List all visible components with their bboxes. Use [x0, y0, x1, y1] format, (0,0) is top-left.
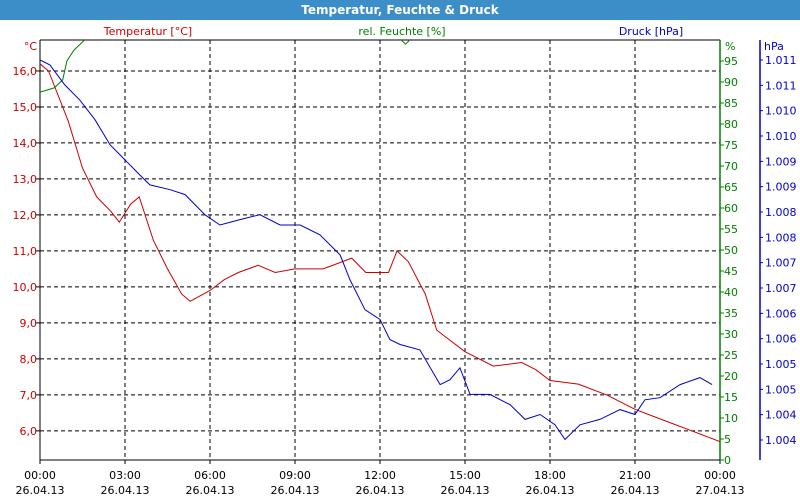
x-tick-time: 06:00 — [194, 469, 226, 482]
temperature-tick-label: 14,0 — [13, 137, 38, 150]
pressure-tick-label: 1.006 — [765, 333, 797, 346]
humidity-tick-label: 90 — [724, 76, 738, 89]
pressure-tick-label: 1.011 — [765, 79, 797, 92]
x-tick-date: 26.04.13 — [441, 484, 490, 497]
pressure-series-label: Druck [hPa] — [619, 25, 683, 38]
humidity-tick-label: 70 — [724, 160, 738, 173]
pressure-tick-label: 1.010 — [765, 105, 797, 118]
x-tick-date: 27.04.13 — [696, 484, 745, 497]
temperature-tick-label: 12,0 — [13, 209, 38, 222]
temperature-line — [40, 63, 720, 443]
temperature-tick-label: 7,0 — [20, 389, 38, 402]
x-tick-time: 00:00 — [24, 469, 56, 482]
x-tick-date: 26.04.13 — [526, 484, 575, 497]
x-tick-date: 26.04.13 — [611, 484, 660, 497]
x-tick-date: 26.04.13 — [16, 484, 65, 497]
humidity-line — [40, 40, 411, 93]
temperature-tick-label: 9,0 — [20, 317, 38, 330]
window-title: Temperatur, Feuchte & Druck — [0, 0, 800, 20]
humidity-tick-label: 85 — [724, 97, 738, 110]
temperature-tick-label: 13,0 — [13, 173, 38, 186]
pressure-tick-label: 1.009 — [765, 181, 797, 194]
pressure-unit-label: hPa — [764, 40, 784, 53]
pressure-tick-label: 1.004 — [765, 434, 797, 447]
humidity-tick-label: 50 — [724, 244, 738, 257]
pressure-tick-label: 1.007 — [765, 257, 797, 270]
x-tick-time: 15:00 — [449, 469, 481, 482]
humidity-tick-label: 5 — [724, 433, 731, 446]
pressure-line — [40, 59, 713, 441]
humidity-tick-label: 30 — [724, 328, 738, 341]
humidity-tick-label: 25 — [724, 349, 738, 362]
humidity-tick-label: 55 — [724, 223, 738, 236]
x-tick-time: 18:00 — [534, 469, 566, 482]
temperature-tick-label: 10,0 — [13, 281, 38, 294]
pressure-tick-label: 1.008 — [765, 231, 797, 244]
x-tick-time: 12:00 — [364, 469, 396, 482]
humidity-unit-label: % — [725, 40, 735, 53]
humidity-tick-label: 80 — [724, 118, 738, 131]
temperature-tick-label: 16,0 — [13, 65, 38, 78]
humidity-tick-label: 40 — [724, 286, 738, 299]
x-tick-date: 26.04.13 — [101, 484, 150, 497]
pressure-tick-label: 1.007 — [765, 282, 797, 295]
humidity-tick-label: 65 — [724, 181, 738, 194]
x-tick-time: 21:00 — [619, 469, 651, 482]
x-tick-time: 09:00 — [279, 469, 311, 482]
pressure-tick-label: 1.005 — [765, 383, 797, 396]
temperature-series-label: Temperatur [°C] — [103, 25, 192, 38]
pressure-tick-label: 1.004 — [765, 409, 797, 422]
humidity-tick-label: 0 — [724, 454, 731, 467]
humidity-tick-label: 20 — [724, 370, 738, 383]
humidity-series-label: rel. Feuchte [%] — [358, 25, 445, 38]
x-tick-time: 00:00 — [704, 469, 736, 482]
pressure-tick-label: 1.008 — [765, 206, 797, 219]
humidity-tick-label: 45 — [724, 265, 738, 278]
pressure-tick-label: 1.005 — [765, 358, 797, 371]
pressure-tick-label: 1.006 — [765, 307, 797, 320]
x-tick-date: 26.04.13 — [356, 484, 405, 497]
humidity-tick-label: 35 — [724, 307, 738, 320]
temperature-tick-label: 15,0 — [13, 101, 38, 114]
x-tick-time: 03:00 — [109, 469, 141, 482]
temperature-tick-label: 6,0 — [20, 425, 38, 438]
temperature-tick-label: 8,0 — [20, 353, 38, 366]
humidity-tick-label: 15 — [724, 391, 738, 404]
humidity-tick-label: 75 — [724, 139, 738, 152]
pressure-tick-label: 1.009 — [765, 155, 797, 168]
humidity-tick-label: 60 — [724, 202, 738, 215]
x-tick-date: 26.04.13 — [186, 484, 235, 497]
x-tick-date: 26.04.13 — [271, 484, 320, 497]
temperature-tick-label: 11,0 — [13, 245, 38, 258]
temperature-unit-label: °C — [24, 40, 38, 53]
humidity-tick-label: 95 — [724, 55, 738, 68]
pressure-tick-label: 1.011 — [765, 54, 797, 67]
humidity-tick-label: 10 — [724, 412, 738, 425]
pressure-tick-label: 1.010 — [765, 130, 797, 143]
